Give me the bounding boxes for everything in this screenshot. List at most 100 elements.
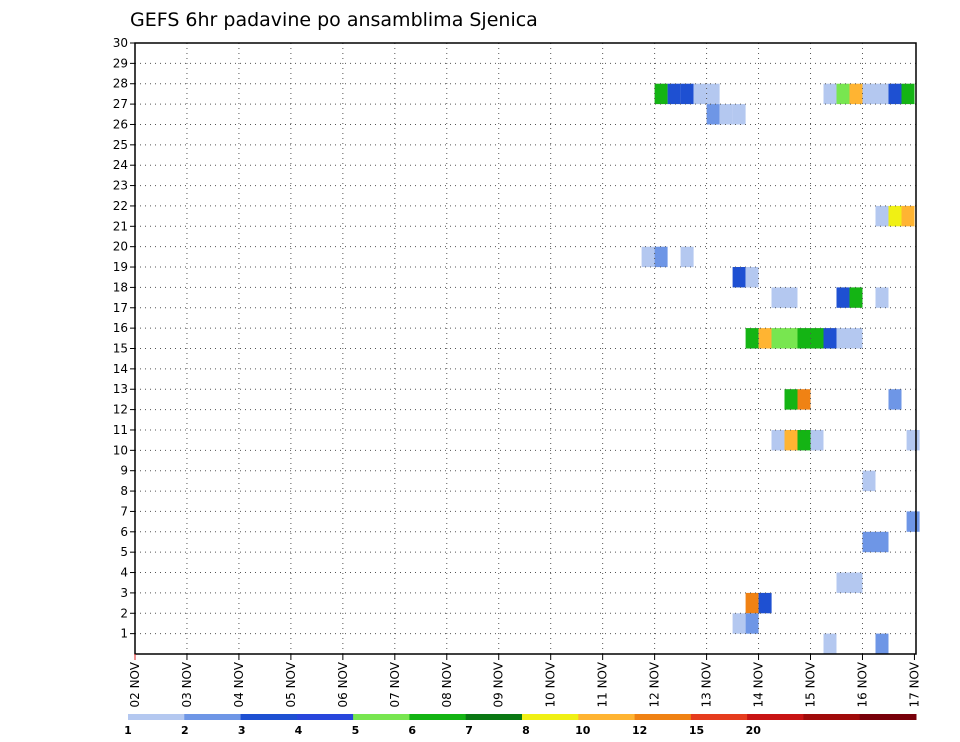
heatmap-cell [862, 470, 876, 492]
x-tick-label: 04 NOV [232, 661, 246, 707]
legend-swatch [353, 714, 410, 720]
grid-lines [135, 43, 916, 654]
heatmap-cell [784, 389, 798, 410]
heatmap-cell [836, 572, 850, 593]
y-tick-label: 30 [113, 36, 128, 50]
heatmap-cell [745, 592, 759, 614]
y-tick-label: 14 [113, 362, 128, 376]
legend-swatch [522, 714, 579, 720]
heatmap-cell [745, 613, 759, 634]
heatmap-cell [784, 287, 798, 308]
heatmap-cell [875, 531, 889, 553]
x-tick-label: 10 NOV [544, 661, 558, 707]
heatmap-cell [732, 267, 746, 288]
heatmap-cell [810, 430, 824, 451]
heatmap-cell [706, 83, 720, 105]
y-tick-label: 29 [113, 56, 128, 70]
heatmap-cell [654, 83, 668, 105]
heatmap-cell [906, 430, 920, 451]
heatmap-cell [849, 572, 863, 593]
y-tick-label: 2 [120, 606, 128, 620]
y-tick-label: 23 [113, 179, 128, 193]
heatmap-cell [823, 83, 837, 105]
color-legend: 1 2 3 4 5 6 7 8 10 12 15 20 [124, 714, 917, 737]
legend-swatch [240, 714, 298, 720]
y-tick-label: 4 [120, 566, 128, 580]
x-tick-label: 06 NOV [336, 661, 350, 707]
heatmap-cell [758, 592, 772, 614]
y-tick-label: 13 [113, 382, 128, 396]
heatmap-cell [849, 287, 863, 308]
legend-label: 3 [238, 724, 246, 737]
y-tick-label: 20 [113, 240, 128, 254]
heatmap-cell [875, 633, 889, 654]
heatmap-cell [706, 104, 720, 125]
x-tick-label: 08 NOV [440, 661, 454, 707]
y-tick-label: 15 [113, 342, 128, 356]
legend-label: 2 [181, 724, 189, 737]
heatmap-cell [823, 328, 837, 349]
heatmap-cell [680, 246, 694, 268]
y-tick-label: 24 [113, 158, 128, 172]
heatmap-cell [836, 328, 850, 349]
y-tick-label: 11 [113, 423, 128, 437]
y-tick-label: 10 [113, 443, 128, 457]
legend-label: 5 [352, 724, 360, 737]
y-tick-label: 16 [113, 321, 128, 335]
heatmap-cell [732, 613, 746, 634]
legend-swatch [803, 714, 861, 720]
heatmap-cell [888, 83, 902, 105]
x-axis: 02 NOV 03 NOV 04 NOV 05 NOV 06 NOV 07 NOV 08 N… [128, 654, 921, 708]
heatmap-cell [771, 430, 785, 451]
y-tick-label: 28 [113, 77, 128, 91]
legend-swatch [465, 714, 523, 720]
heatmap-cell [641, 246, 655, 268]
legend-label: 20 [746, 724, 762, 737]
heatmap-cell [888, 389, 902, 410]
y-tick-label: 21 [113, 219, 128, 233]
legend-label: 10 [575, 724, 591, 737]
heatmap-cell [732, 104, 746, 125]
y-tick-label: 1 [120, 627, 128, 641]
y-tick-label: 3 [120, 586, 128, 600]
x-tick-label: 12 NOV [648, 661, 662, 707]
legend-label: 4 [295, 724, 303, 737]
y-tick-label: 19 [113, 260, 128, 274]
legend-swatch [296, 714, 354, 720]
heatmap-cell [784, 328, 798, 349]
heatmap-cell [784, 430, 798, 451]
x-tick-label: 05 NOV [284, 661, 298, 707]
x-tick-label: 16 NOV [855, 661, 869, 707]
y-tick-label: 18 [113, 280, 128, 294]
heatmap-cell [875, 83, 889, 105]
legend-swatch [747, 714, 804, 720]
y-axis: 1234567891011121314151617181920212223242… [113, 36, 135, 641]
heatmap-cell [862, 531, 876, 553]
legend-label: 7 [465, 724, 473, 737]
heatmap-cell [901, 205, 915, 227]
legend-swatch [578, 714, 636, 720]
heatmap-cell [901, 83, 915, 105]
x-tick-label: 09 NOV [492, 661, 506, 707]
y-tick-label: 6 [120, 525, 128, 539]
x-tick-label: 02 NOV [128, 661, 142, 707]
legend-swatch [128, 714, 185, 720]
heatmap-cell [797, 328, 811, 349]
heatmap-cell [654, 246, 668, 268]
y-tick-label: 9 [120, 464, 128, 478]
heatmap-cell [888, 205, 902, 227]
heatmap-cell [771, 287, 785, 308]
legend-label: 1 [124, 724, 132, 737]
heatmap-cell [836, 287, 850, 308]
heatmap-cell [680, 83, 694, 105]
heatmap-cell [875, 287, 889, 308]
y-tick-label: 12 [113, 403, 128, 417]
legend-label: 6 [408, 724, 416, 737]
x-tick-label: 13 NOV [700, 661, 714, 707]
legend-label: 12 [632, 724, 647, 737]
y-tick-label: 5 [120, 545, 128, 559]
heatmap-cell [849, 328, 863, 349]
heatmap-cell [797, 430, 811, 451]
x-tick-label: 14 NOV [752, 661, 766, 707]
